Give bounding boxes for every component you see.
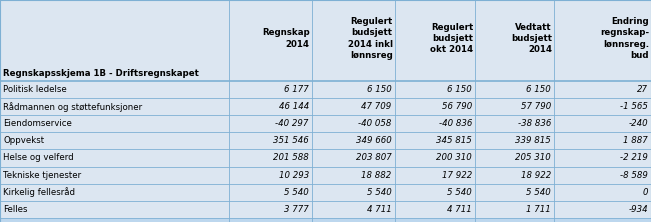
- Text: Tekniske tjenester: Tekniske tjenester: [3, 170, 81, 180]
- Text: 6 177: 6 177: [284, 85, 309, 94]
- Text: -240: -240: [628, 119, 648, 128]
- Text: 5 540: 5 540: [284, 188, 309, 197]
- Text: -8 589: -8 589: [620, 170, 648, 180]
- Text: 56 790: 56 790: [442, 102, 472, 111]
- Text: 57 790: 57 790: [521, 102, 551, 111]
- Text: 339 815: 339 815: [515, 136, 551, 145]
- Text: 18 882: 18 882: [361, 170, 391, 180]
- Text: Vedtatt
budsjett
2014: Vedtatt budsjett 2014: [511, 23, 552, 54]
- Text: 0: 0: [643, 188, 648, 197]
- Text: 351 546: 351 546: [273, 136, 309, 145]
- Bar: [0, 115, 651, 132]
- Text: 203 807: 203 807: [355, 153, 391, 163]
- Bar: [0, 0, 651, 81]
- Text: Regnskap
2014: Regnskap 2014: [262, 28, 310, 49]
- Text: Regulert
budsjett
okt 2014: Regulert budsjett okt 2014: [430, 23, 473, 54]
- Text: 17 922: 17 922: [442, 170, 472, 180]
- Text: 5 540: 5 540: [367, 188, 391, 197]
- Text: -2 219: -2 219: [620, 153, 648, 163]
- Text: Oppvekst: Oppvekst: [3, 136, 44, 145]
- Text: 10 293: 10 293: [279, 170, 309, 180]
- Text: 18 922: 18 922: [521, 170, 551, 180]
- Text: 6 150: 6 150: [526, 85, 551, 94]
- Bar: [0, 184, 651, 201]
- Text: 345 815: 345 815: [436, 136, 472, 145]
- Text: 4 711: 4 711: [447, 205, 472, 214]
- Text: 4 711: 4 711: [367, 205, 391, 214]
- Text: Regnskapsskjema 1B - Driftsregnskapet: Regnskapsskjema 1B - Driftsregnskapet: [3, 69, 199, 78]
- Bar: [0, 132, 651, 149]
- Text: 5 540: 5 540: [447, 188, 472, 197]
- Text: -934: -934: [628, 205, 648, 214]
- Text: 5 540: 5 540: [526, 188, 551, 197]
- Text: -38 836: -38 836: [518, 119, 551, 128]
- Text: 200 310: 200 310: [436, 153, 472, 163]
- Bar: [0, 166, 651, 184]
- Text: -40 836: -40 836: [439, 119, 472, 128]
- Text: -1 565: -1 565: [620, 102, 648, 111]
- Text: 201 588: 201 588: [273, 153, 309, 163]
- Text: Regulert
budsjett
2014 inkl
lønnsreg: Regulert budsjett 2014 inkl lønnsreg: [348, 17, 393, 60]
- Text: 205 310: 205 310: [515, 153, 551, 163]
- Text: 6 150: 6 150: [367, 85, 391, 94]
- Text: Politisk ledelse: Politisk ledelse: [3, 85, 67, 94]
- Text: Helse og velferd: Helse og velferd: [3, 153, 74, 163]
- Bar: [0, 149, 651, 166]
- Text: Kirkelig fellesråd: Kirkelig fellesråd: [3, 187, 75, 197]
- Bar: [0, 201, 651, 218]
- Text: -40 297: -40 297: [275, 119, 309, 128]
- Text: 46 144: 46 144: [279, 102, 309, 111]
- Text: -40 058: -40 058: [358, 119, 391, 128]
- Text: 1 887: 1 887: [623, 136, 648, 145]
- Text: Endring
regnskap-
lønnsreg.
bud: Endring regnskap- lønnsreg. bud: [600, 17, 649, 60]
- Text: Felles: Felles: [3, 205, 27, 214]
- Text: 349 660: 349 660: [355, 136, 391, 145]
- Text: Rådmannen og støttefunksjoner: Rådmannen og støttefunksjoner: [3, 102, 142, 112]
- Bar: [0, 98, 651, 115]
- Text: 27: 27: [637, 85, 648, 94]
- Text: 6 150: 6 150: [447, 85, 472, 94]
- Text: 47 709: 47 709: [361, 102, 391, 111]
- Text: 3 777: 3 777: [284, 205, 309, 214]
- Text: 1 711: 1 711: [526, 205, 551, 214]
- Bar: [0, 218, 651, 222]
- Text: Eiendomservice: Eiendomservice: [3, 119, 72, 128]
- Bar: [0, 81, 651, 98]
